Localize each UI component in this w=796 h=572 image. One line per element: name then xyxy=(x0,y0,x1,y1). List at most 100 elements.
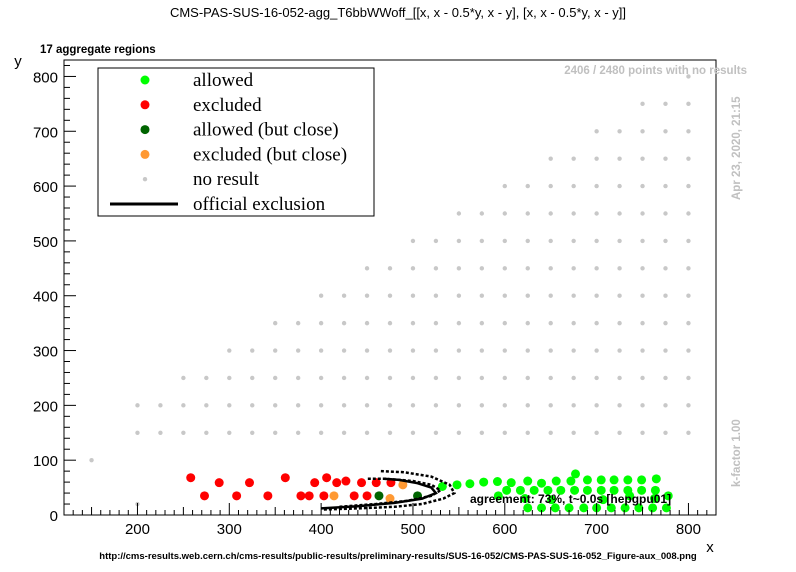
no-result-point xyxy=(686,156,691,161)
no-result-point xyxy=(479,293,485,298)
allowed-point xyxy=(570,485,580,495)
excluded-point xyxy=(304,491,314,501)
no-result-point xyxy=(594,293,599,298)
legend-allowed-close-marker xyxy=(140,125,150,135)
no-result-point xyxy=(525,348,530,353)
allowed-point xyxy=(651,474,661,484)
no-result-point xyxy=(89,457,94,463)
no-result-point xyxy=(640,430,645,435)
no-result-point xyxy=(663,293,668,298)
no-result-point xyxy=(686,403,691,408)
footer-url: http://cms-results.web.cern.ch/cms-resul… xyxy=(99,551,697,562)
no-result-point xyxy=(571,156,576,161)
no-result-point xyxy=(227,375,232,381)
no-result-point xyxy=(548,211,553,216)
legend-excluded-close-marker xyxy=(140,149,150,159)
no-result-point xyxy=(525,320,530,326)
allowed-point xyxy=(582,475,592,485)
no-result-point xyxy=(387,293,393,298)
no-result-count: 2406 / 2480 points with no results xyxy=(564,65,747,77)
y-tick-label: 200 xyxy=(33,398,58,415)
allowed-point xyxy=(623,475,633,485)
no-result-point xyxy=(617,156,622,161)
no-result-point xyxy=(502,238,507,244)
no-result-point xyxy=(548,266,553,271)
allowed-point xyxy=(492,477,502,487)
allowed-point xyxy=(523,503,533,513)
no-result-point xyxy=(502,430,507,435)
no-result-point xyxy=(250,430,255,435)
no-result-point xyxy=(433,375,439,381)
no-result-point xyxy=(571,266,576,271)
x-axis-label: x xyxy=(706,539,714,556)
no-result-point xyxy=(364,320,370,326)
no-result-point xyxy=(571,403,576,408)
no-result-point xyxy=(663,211,668,216)
excluded-point xyxy=(200,491,210,501)
no-result-point xyxy=(364,430,370,435)
no-result-point xyxy=(502,375,507,381)
excluded-point xyxy=(263,491,273,501)
no-result-point xyxy=(617,211,622,216)
allowed-point xyxy=(609,485,619,495)
no-result-point xyxy=(410,403,416,408)
no-result-point xyxy=(387,403,393,408)
x-tick-label: 800 xyxy=(676,521,701,538)
no-result-point xyxy=(640,101,645,107)
allowed-point xyxy=(506,478,516,488)
no-result-point xyxy=(456,348,462,353)
no-result-point xyxy=(548,238,553,244)
no-result-point xyxy=(525,293,530,298)
no-result-point xyxy=(273,430,278,435)
allowed-point xyxy=(537,478,547,488)
no-result-point xyxy=(617,266,622,271)
no-result-point xyxy=(640,403,645,408)
allowed-point xyxy=(515,485,525,495)
no-result-point xyxy=(571,238,576,244)
no-result-point xyxy=(686,430,691,435)
no-result-point xyxy=(295,320,301,326)
no-result-point xyxy=(594,129,599,134)
no-result-point xyxy=(663,266,668,271)
no-result-point xyxy=(640,183,645,189)
legend-allowed-marker xyxy=(140,75,150,85)
no-result-point xyxy=(594,430,599,435)
no-result-point xyxy=(158,403,163,408)
no-result-point xyxy=(640,211,645,216)
no-result-point xyxy=(387,375,393,381)
allowed-point xyxy=(582,485,592,495)
no-result-point xyxy=(686,348,691,353)
no-result-point xyxy=(686,375,691,381)
no-result-point xyxy=(663,156,668,161)
allowed-point xyxy=(551,476,561,486)
allowed-point xyxy=(529,485,539,495)
no-result-point xyxy=(387,266,393,271)
x-tick-label: 200 xyxy=(125,521,150,538)
no-result-point xyxy=(273,375,278,381)
legend-label: excluded xyxy=(193,95,262,116)
no-result-point xyxy=(571,211,576,216)
allowed-point xyxy=(523,476,533,486)
no-result-point xyxy=(548,156,553,161)
no-result-point xyxy=(617,129,622,134)
no-result-point xyxy=(640,266,645,271)
no-result-point xyxy=(640,320,645,326)
no-result-point xyxy=(410,266,416,271)
allowed-point xyxy=(620,503,630,513)
no-result-point xyxy=(479,348,485,353)
no-result-point xyxy=(479,403,485,408)
no-result-point xyxy=(594,156,599,161)
legend-excluded-marker xyxy=(140,100,150,110)
no-result-point xyxy=(686,183,691,189)
allowed-point xyxy=(452,480,462,490)
no-result-point xyxy=(686,101,691,107)
no-result-point xyxy=(433,238,439,244)
no-result-point xyxy=(456,293,462,298)
no-result-point xyxy=(502,293,507,298)
no-result-point xyxy=(663,238,668,244)
no-result-point xyxy=(663,403,668,408)
no-result-point xyxy=(640,375,645,381)
excluded-point xyxy=(341,476,351,486)
no-result-point xyxy=(318,375,324,381)
